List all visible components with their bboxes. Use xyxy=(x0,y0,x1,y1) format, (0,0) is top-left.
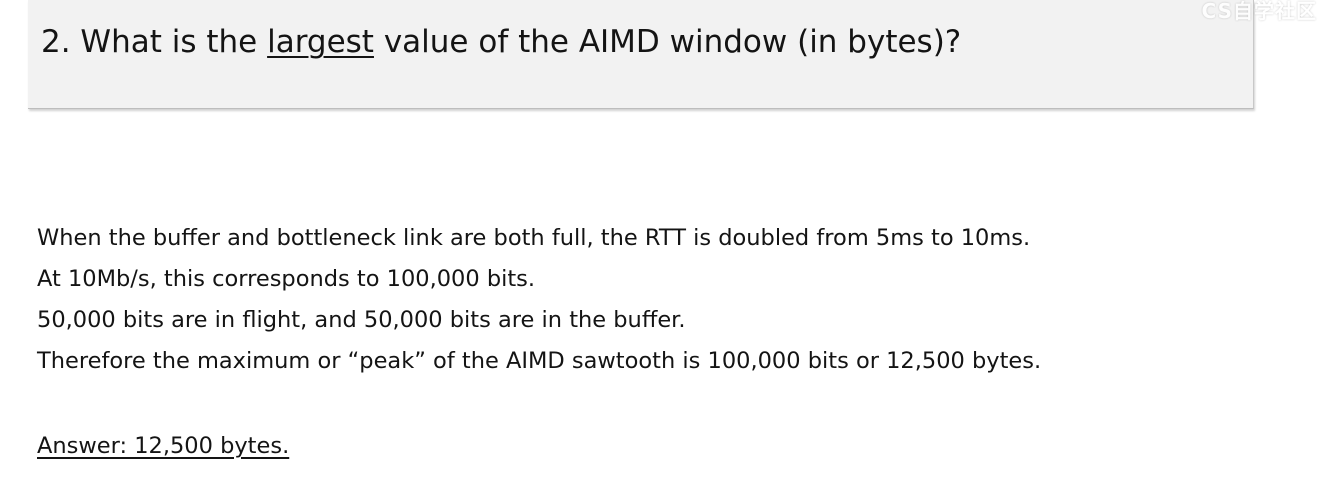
question-title: 2. What is the largest value of the AIMD… xyxy=(41,20,961,64)
explanation-line: 50,000 bits are in flight, and 50,000 bi… xyxy=(37,307,686,333)
explanation-line: Therefore the maximum or “peak” of the A… xyxy=(37,348,1042,374)
question-title-box xyxy=(28,0,1254,109)
answer-text: Answer: 12,500 bytes. xyxy=(37,433,290,459)
explanation-line: At 10Mb/s, this corresponds to 100,000 b… xyxy=(37,266,536,292)
question-prefix: 2. What is the xyxy=(41,24,268,60)
explanation-text: When the buffer and bottleneck link are … xyxy=(37,218,1041,382)
watermark-logo: CS自学社区 xyxy=(1201,0,1317,23)
question-emphasis: largest xyxy=(267,24,374,60)
question-suffix: value of the AIMD window (in bytes)? xyxy=(373,24,962,60)
explanation-line: When the buffer and bottleneck link are … xyxy=(37,225,1031,251)
